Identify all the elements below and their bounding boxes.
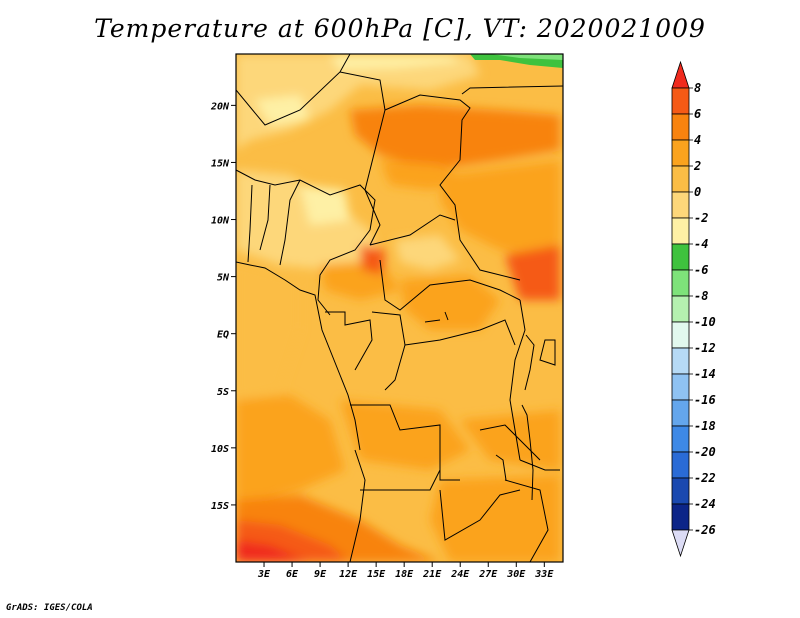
colorbar-swatch: [671, 425, 690, 453]
lon-tick-label: 27E: [478, 569, 498, 580]
colorbar-swatch: [671, 243, 690, 271]
colorbar-swatch: [671, 191, 690, 219]
colorbar-level-label: 4: [694, 133, 701, 147]
map-frame: [235, 53, 564, 563]
lat-tick-label: 5S: [217, 387, 229, 398]
colorbar-swatch: [671, 139, 690, 167]
lon-tick-label: 21E: [422, 569, 442, 580]
lon-tick-label: 30E: [506, 569, 526, 580]
colorbar-swatch: [671, 373, 690, 401]
colorbar: 8 6 4 2 0 -2 -4 -6 -8 -10 -12 -14 -16 -18 -20 -22 -24 -26: [671, 60, 716, 558]
colorbar-swatch: [671, 451, 690, 479]
colorbar-level-label: -2: [694, 211, 708, 225]
lon-tick-label: 18E: [395, 569, 414, 580]
colorbar-swatch: [671, 399, 690, 427]
colorbar-bottom-triangle: [671, 529, 690, 558]
lon-tick-label: 12E: [339, 569, 358, 580]
colorbar-swatch: [671, 347, 690, 375]
lon-tick-label: 33E: [534, 569, 554, 580]
colorbar-level-label: -24: [694, 497, 716, 511]
colorbar-level-label: -20: [694, 445, 716, 459]
temperature-field: [236, 54, 563, 562]
lat-tick-label: 5N: [217, 273, 230, 284]
colorbar-swatch: [671, 217, 690, 245]
lat-tick-label: 10S: [211, 444, 229, 455]
latitude-axis: 20N 15N 10N 5N EQ 5S 10S 15S: [210, 101, 236, 512]
lat-tick-label: 15S: [211, 501, 229, 512]
country-borders: [236, 54, 563, 562]
colorbar-level-label: -16: [694, 393, 716, 407]
longitude-axis: 3E 6E 9E 12E 15E 18E 21E 24E 27E 30E 33E: [257, 562, 554, 580]
colorbar-level-label: 2: [693, 159, 701, 173]
colorbar-level-label: 0: [694, 185, 701, 199]
lat-tick-label: EQ: [217, 330, 229, 341]
grads-credit: GrADS: IGES/COLA: [6, 603, 93, 613]
colorbar-swatch: [671, 165, 690, 193]
colorbar-level-label: -18: [694, 419, 716, 433]
colorbar-swatch: [671, 269, 690, 297]
colorbar-swatch: [671, 87, 690, 115]
lon-tick-label: 6E: [286, 569, 299, 580]
lon-tick-label: 24E: [450, 569, 470, 580]
colorbar-level-label: -22: [694, 471, 716, 485]
lon-tick-label: 9E: [314, 569, 327, 580]
colorbar-level-label: 8: [694, 81, 701, 95]
colorbar-swatch: [671, 477, 690, 505]
colorbar-level-label: 6: [694, 107, 701, 121]
lon-tick-label: 3E: [257, 569, 271, 580]
colorbar-level-label: -26: [694, 523, 716, 537]
colorbar-level-label: -8: [694, 289, 708, 303]
colorbar-level-label: -6: [694, 263, 708, 277]
lat-tick-label: 20N: [210, 101, 230, 112]
lat-tick-label: 15N: [211, 158, 230, 169]
colorbar-level-label: -12: [694, 341, 716, 355]
lat-tick-label: 10N: [211, 216, 230, 227]
colorbar-level-label: -14: [694, 367, 716, 381]
colorbar-top-triangle: [671, 60, 690, 89]
lon-tick-label: 15E: [367, 569, 386, 580]
colorbar-swatch: [671, 503, 690, 531]
colorbar-level-label: -10: [694, 315, 716, 329]
colorbar-swatch: [671, 295, 690, 323]
colorbar-level-label: -4: [694, 237, 708, 251]
colorbar-swatch: [671, 113, 690, 141]
map-title: Temperature at 600hPa [C], VT: 202002100…: [94, 14, 706, 43]
colorbar-swatch: [671, 321, 690, 349]
